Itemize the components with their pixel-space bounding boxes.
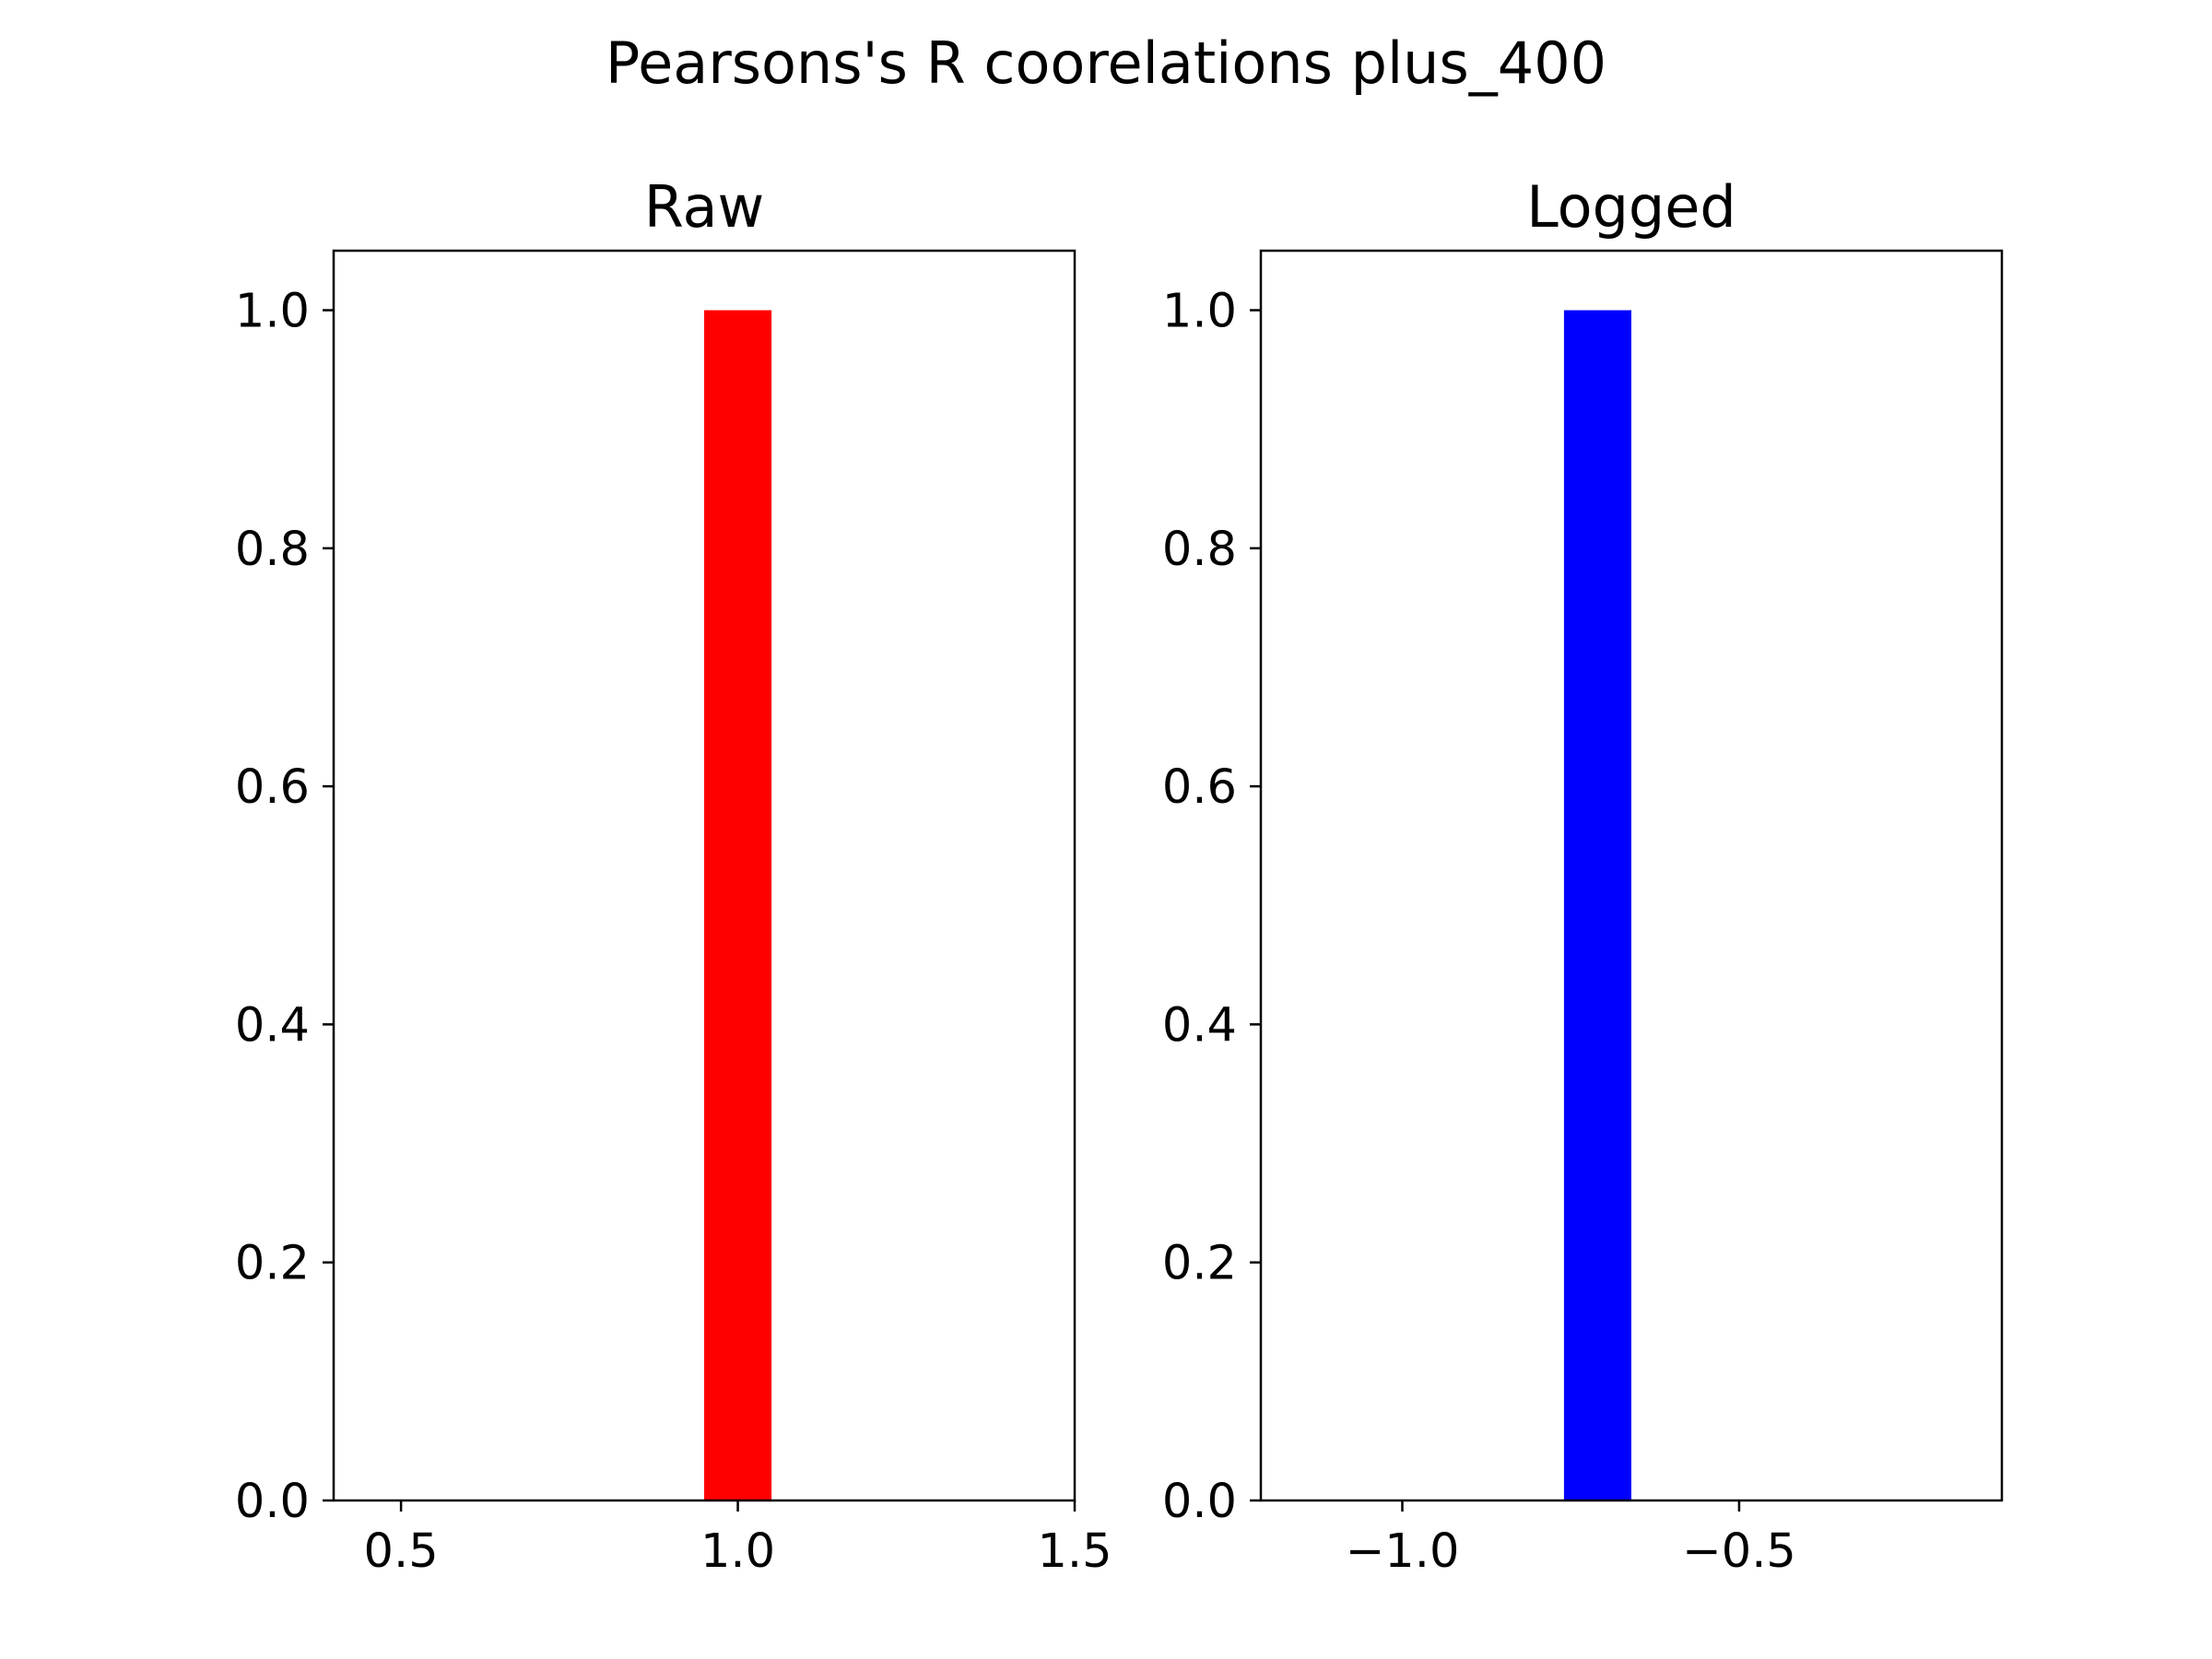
raw-bar-0: [704, 310, 772, 1501]
raw-title: Raw: [644, 173, 764, 241]
logged-bar-0: [1563, 310, 1631, 1501]
raw-ytick-label-3: 0.6: [235, 760, 310, 815]
raw-ytick-label-4: 0.8: [235, 523, 310, 577]
raw-xtick-label-0: 0.5: [364, 1524, 439, 1579]
raw-ytick-label-2: 0.4: [235, 998, 310, 1053]
raw-xtick-label-1: 1.0: [700, 1524, 775, 1579]
logged-ytick-label-0: 0.0: [1162, 1475, 1237, 1529]
logged-axes-frame: [1259, 249, 2004, 1502]
logged-ytick-label-4: 0.8: [1162, 523, 1237, 577]
raw-ytick-label-1: 0.2: [235, 1237, 310, 1291]
logged-ytick-label-1: 0.2: [1162, 1237, 1237, 1291]
logged-ytick-label-2: 0.4: [1162, 998, 1237, 1053]
raw-ytick-label-5: 1.0: [235, 285, 310, 339]
subplot-logged: Logged 0.0 0.2 0.4 0.6 0.8 1.0 −1.0 −0.5: [1162, 173, 2004, 1579]
subplot-raw: Raw 0.0 0.2 0.4 0.6 0.8 1.0 0.5 1.0 1.5: [235, 173, 1112, 1579]
raw-xtick-label-2: 1.5: [1037, 1524, 1112, 1579]
logged-xtick-label-1: −0.5: [1682, 1524, 1796, 1579]
logged-xtick-label-0: −1.0: [1346, 1524, 1460, 1579]
logged-ytick-label-5: 1.0: [1162, 285, 1237, 339]
figure-suptitle: Pearsons's R coorelations plus_400: [606, 29, 1606, 97]
raw-ytick-label-0: 0.0: [235, 1475, 310, 1529]
logged-ytick-label-3: 0.6: [1162, 760, 1237, 815]
logged-title: Logged: [1526, 173, 1736, 241]
raw-axes-frame: [332, 249, 1077, 1502]
